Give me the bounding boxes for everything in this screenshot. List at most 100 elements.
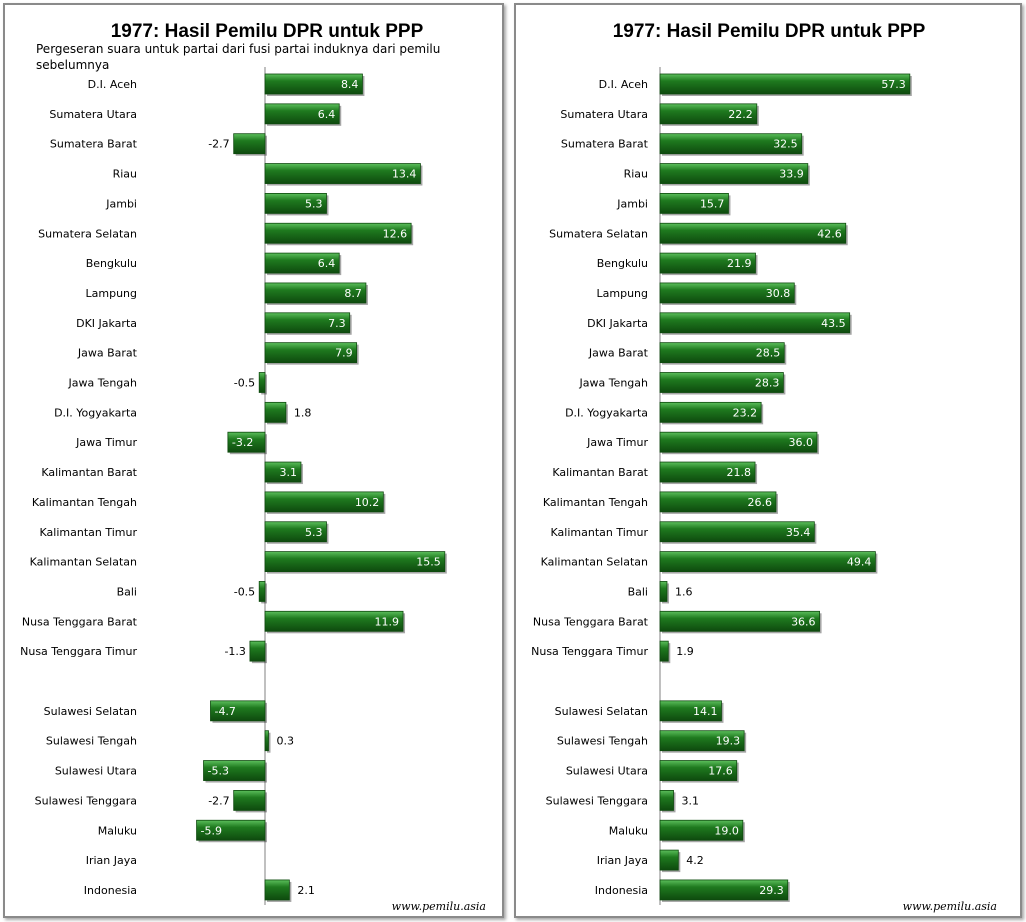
category-label: Nusa Tenggara Barat xyxy=(22,615,138,628)
category-label: D.I. Yogyakarta xyxy=(54,406,137,419)
category-label: Indonesia xyxy=(595,884,648,897)
category-label: Kalimantan Timur xyxy=(40,526,138,539)
data-label: 36.0 xyxy=(788,436,813,449)
category-label: Sulawesi Utara xyxy=(55,765,137,778)
category-label: Kalimantan Barat xyxy=(41,466,137,479)
bar xyxy=(659,461,756,483)
data-label: 28.3 xyxy=(755,377,780,390)
data-label: 19.3 xyxy=(716,735,741,748)
category-label: Irian Jaya xyxy=(597,854,648,867)
category-label: Sumatera Selatan xyxy=(549,227,648,240)
category-label: D.I. Yogyakarta xyxy=(565,406,648,419)
left-chart-svg: 1977: Hasil Pemilu DPR untuk PPPPergeser… xyxy=(20,21,486,913)
data-label: -2.7 xyxy=(208,794,229,807)
data-label: 12.6 xyxy=(383,227,408,240)
category-label: Sumatera Selatan xyxy=(38,227,137,240)
data-label: 21.9 xyxy=(727,257,752,270)
bar xyxy=(264,521,327,543)
data-label: -2.7 xyxy=(208,138,229,151)
bar xyxy=(203,760,266,781)
data-label: 26.6 xyxy=(747,496,772,509)
bar xyxy=(659,282,795,304)
data-label: 33.9 xyxy=(779,168,804,181)
bar xyxy=(264,163,421,184)
category-label: Sumatera Utara xyxy=(560,108,648,121)
category-label: Kalimantan Selatan xyxy=(30,556,137,569)
data-label: 36.6 xyxy=(791,615,816,628)
data-label: -0.5 xyxy=(234,377,255,390)
bar xyxy=(264,879,290,901)
bar xyxy=(659,222,847,244)
bar xyxy=(264,192,327,214)
data-label: -1.3 xyxy=(224,645,245,658)
bar xyxy=(659,849,679,871)
bar xyxy=(659,73,911,95)
bar xyxy=(659,790,674,811)
bar xyxy=(264,252,340,274)
data-label: -4.7 xyxy=(214,705,235,718)
data-label: 30.8 xyxy=(766,287,791,300)
category-label: Kalimantan Timur xyxy=(551,526,649,539)
data-label: 5.3 xyxy=(305,197,323,210)
data-label: 5.3 xyxy=(305,526,323,539)
data-label: 32.5 xyxy=(773,138,798,151)
category-label: Kalimantan Barat xyxy=(552,466,648,479)
category-label: Sulawesi Utara xyxy=(566,765,648,778)
bar xyxy=(227,431,266,453)
data-label: 7.9 xyxy=(335,347,353,360)
data-label: 57.3 xyxy=(881,78,906,91)
data-label: 0.3 xyxy=(276,735,294,748)
category-label: Nusa Tenggara Barat xyxy=(533,615,649,628)
bar xyxy=(196,819,266,841)
category-label: Jawa Barat xyxy=(77,347,138,360)
bar xyxy=(659,551,876,572)
data-label: 23.2 xyxy=(733,406,758,419)
data-label: 28.5 xyxy=(756,347,781,360)
bar xyxy=(659,103,758,125)
bar xyxy=(264,551,446,572)
category-label: Bengkulu xyxy=(597,257,648,270)
data-label: 11.9 xyxy=(375,615,400,628)
data-label: 1.6 xyxy=(675,585,693,598)
bar xyxy=(659,401,762,423)
category-label: Sulawesi Tengah xyxy=(557,735,648,748)
bar xyxy=(659,521,815,543)
data-label: 15.7 xyxy=(700,197,725,210)
bar xyxy=(659,730,745,752)
data-label: 3.1 xyxy=(682,794,700,807)
bar xyxy=(659,581,668,602)
bar xyxy=(264,491,384,513)
left-chart-panel: 1977: Hasil Pemilu DPR untuk PPP Pergeser… xyxy=(3,3,504,918)
category-label: Jawa Barat xyxy=(588,347,649,360)
bar xyxy=(258,372,266,393)
left-chart-subtitle-line: sebelumnya xyxy=(36,58,109,72)
category-label: Riau xyxy=(113,168,137,181)
data-label: 6.4 xyxy=(318,108,336,121)
category-label: Nusa Tenggara Timur xyxy=(531,645,648,658)
data-label: 17.6 xyxy=(708,765,733,778)
data-label: 4.2 xyxy=(686,854,704,867)
category-label: DKI Jakarta xyxy=(587,317,648,330)
bar xyxy=(659,372,784,393)
bar xyxy=(264,342,358,364)
bar xyxy=(659,192,729,214)
bar xyxy=(659,342,785,364)
bar xyxy=(258,581,266,602)
bar xyxy=(264,312,351,334)
right-source-label: www.pemilu.asia xyxy=(903,900,997,913)
data-label: 15.5 xyxy=(416,556,441,569)
category-label: Sulawesi Selatan xyxy=(555,705,648,718)
category-label: Sulawesi Selatan xyxy=(44,705,137,718)
bar xyxy=(233,133,266,155)
category-label: Maluku xyxy=(609,824,648,837)
category-label: Sulawesi Tengah xyxy=(46,735,137,748)
bar xyxy=(659,760,738,781)
bar xyxy=(233,790,266,811)
bar xyxy=(659,819,744,841)
right-chart-svg: 1977: Hasil Pemilu DPR untuk PPP D.I. Ace… xyxy=(531,21,997,913)
data-label: 21.8 xyxy=(727,466,752,479)
bar xyxy=(659,610,820,632)
left-chart-subtitle-line: Pergeseran suara untuk partai dari fusi … xyxy=(36,42,440,56)
category-label: Nusa Tenggara Timur xyxy=(20,645,137,658)
category-label: Jawa Timur xyxy=(75,436,137,449)
